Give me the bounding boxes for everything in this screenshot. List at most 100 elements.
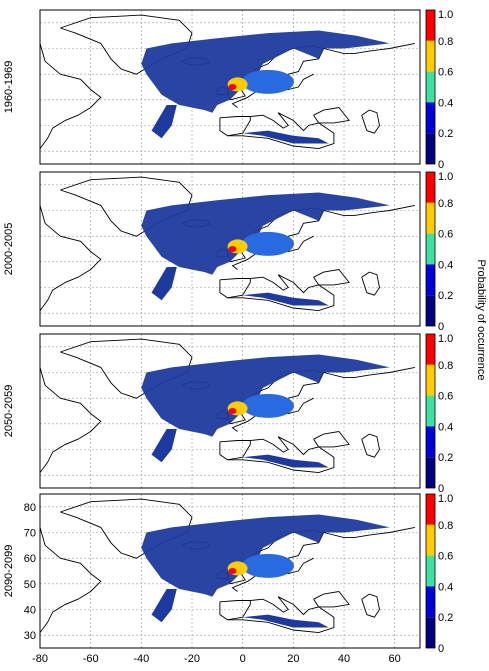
colorbar-tick-label: 0.2 (438, 612, 453, 624)
colorbar-frame (425, 333, 436, 489)
map-panel-2050-2059: 2050-2059 1.0 0.8 0.6 0.4 0.2 0 (3, 333, 453, 495)
colorbar-band (426, 233, 435, 265)
coastline-black-sea (313, 269, 350, 286)
occurrence-area-tail (151, 429, 177, 463)
coastline-caspian (361, 109, 380, 134)
y-tick-label: 40 (24, 605, 36, 617)
x-tick-label: -60 (83, 653, 99, 665)
colorbar-tick-label: 0.4 (438, 581, 453, 593)
colorbar-tick-label: 0.2 (438, 128, 453, 140)
colorbar-tick-label: 0.2 (438, 452, 453, 464)
occurrence-area-tail (151, 589, 177, 623)
colorbar: 1.0 0.8 0.6 0.4 0.2 0 (425, 493, 453, 655)
occurrence-area-mediterranean (242, 454, 329, 468)
y-tick-label: 50 (24, 579, 36, 591)
coastline-iberia (219, 600, 251, 621)
colorbar-band (426, 264, 435, 296)
y-tick-label: 80 (24, 502, 36, 514)
coastline-iberia (219, 278, 251, 299)
colorbar-tick-label: 0 (438, 483, 444, 495)
colorbar-tick-label: 0.6 (438, 391, 453, 403)
colorbar-frame (425, 171, 436, 327)
map-frame (39, 333, 421, 489)
colorbar-tick-label: 0.6 (438, 551, 453, 563)
colorbar: 1.0 0.8 0.6 0.4 0.2 0 (425, 171, 453, 333)
coastline-mediterranean (227, 436, 335, 474)
coastline-caspian (361, 271, 380, 296)
coastline-black-sea (313, 431, 350, 448)
colorbar-band (426, 395, 435, 427)
colorbar-band (426, 457, 435, 488)
colorbar-band (426, 494, 435, 525)
colorbar-tick-label: 1.0 (438, 333, 453, 345)
colorbar-band (426, 172, 435, 203)
colorbar-band (426, 617, 435, 648)
occurrence-area-tail (151, 267, 177, 301)
colorbar-tick-label: 0.8 (438, 520, 453, 532)
occurrence-area-low (141, 30, 390, 113)
colorbar-tick-label: 0.2 (438, 290, 453, 302)
map-frame (39, 171, 421, 327)
colorbar-tick-label: 1.0 (438, 171, 453, 183)
occurrence-area-low (141, 354, 390, 437)
occurrence-area-mid (242, 69, 294, 94)
colorbar-label: Probability of occurrence (475, 259, 487, 380)
coastline-north-america (39, 205, 102, 311)
colorbar: 1.0 0.8 0.6 0.4 0.2 0 (425, 333, 453, 495)
x-tick-label: 60 (389, 653, 401, 665)
colorbar-tick-label: 0.4 (438, 259, 453, 271)
occurrence-area-peak (228, 408, 237, 414)
y-tick-label: 30 (24, 630, 36, 642)
coastline-mediterranean (227, 274, 335, 312)
colorbar-band (426, 40, 435, 72)
occurrence-area-mediterranean (242, 614, 329, 628)
coastline-caspian (361, 433, 380, 458)
occurrence-area-peak (228, 84, 237, 90)
coastline-caspian (361, 593, 380, 618)
colorbar-tick-label: 0.6 (438, 67, 453, 79)
x-tick-label: -80 (32, 653, 48, 665)
map-panel-1960-1969: 1960-1969 1.0 0.8 0.6 0.4 0.2 0 (3, 9, 453, 171)
occurrence-area-mid (242, 231, 294, 256)
map-frame (39, 493, 421, 649)
coastline-black-sea (313, 107, 350, 124)
colorbar-tick-label: 0.4 (438, 97, 453, 109)
y-tick-label: 60 (24, 553, 36, 565)
colorbar-tick-label: 0 (438, 643, 444, 655)
colorbar-tick-label: 0 (438, 159, 444, 171)
colorbar-tick-label: 1.0 (438, 493, 453, 505)
x-tick-label: -40 (133, 653, 149, 665)
map-frame (39, 9, 421, 165)
coastline-arctic-russia (323, 204, 415, 217)
occurrence-area-low (141, 192, 390, 275)
x-tick-label: -20 (184, 653, 200, 665)
colorbar-frame (425, 493, 436, 649)
colorbar-band (426, 364, 435, 396)
coastline-mediterranean (227, 112, 335, 150)
occurrence-area-mid (242, 553, 294, 578)
colorbar-tick-label: 0.6 (438, 229, 453, 241)
panel-period-label: 1960-1969 (3, 61, 15, 114)
map-panel-2090-2099: 2090-2099 80 70 60 50 40 30 1.0 0.8 0.6 0.4 0.2 0 (3, 493, 453, 655)
occurrence-area-tail (151, 105, 177, 139)
occurrence-area-mediterranean (242, 130, 329, 144)
panel-period-label: 2000-2005 (3, 223, 15, 276)
colorbar-tick-label: 0.8 (438, 360, 453, 372)
coastline-north-america (39, 367, 102, 473)
occurrence-area-peak (228, 568, 237, 574)
colorbar-band (426, 555, 435, 587)
colorbar-frame (425, 9, 436, 165)
colorbar-band (426, 524, 435, 556)
x-tick-label: 40 (338, 653, 350, 665)
panel-period-label: 2090-2099 (3, 545, 15, 598)
colorbar-band (426, 10, 435, 41)
panel-period-label: 2050-2059 (3, 385, 15, 438)
coastline-iberia (219, 440, 251, 461)
coastline-arctic-russia (323, 526, 415, 539)
panels: 1960-1969 1.0 0.8 0.6 0.4 0.2 0 2000-2005 1.0 0.8… (3, 9, 453, 655)
occurrence-area-mid (242, 393, 294, 418)
occurrence-area-peak (228, 246, 237, 252)
coastline-black-sea (313, 591, 350, 608)
y-tick-label: 70 (24, 528, 36, 540)
colorbar-band (426, 102, 435, 134)
